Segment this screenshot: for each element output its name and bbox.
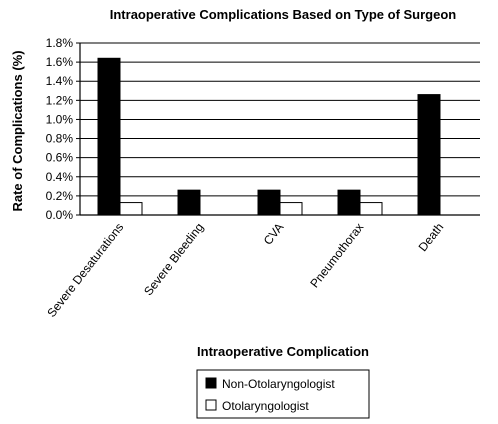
legend-swatch-otolaryngologist xyxy=(205,399,217,411)
y-tick-label: 0.2% xyxy=(46,189,74,203)
bars xyxy=(97,57,441,216)
x-category-labels: Severe Desaturations Severe Bleeding CVA Pn… xyxy=(44,220,446,320)
y-tick-label: 0.4% xyxy=(46,170,74,184)
bar-otolaryngologist xyxy=(279,202,303,216)
x-category-label: CVA xyxy=(261,220,287,247)
y-tick-label: 1.4% xyxy=(46,74,74,88)
legend-label-otolaryngologist: Otolaryngologist xyxy=(222,399,309,413)
x-category-label: Severe Bleeding xyxy=(141,220,206,298)
y-tick-label: 1.0% xyxy=(46,112,74,126)
chart-title: Intraoperative Complications Based on Ty… xyxy=(110,7,457,22)
bar-non-otolaryngologist xyxy=(97,57,121,216)
bar-otolaryngologist xyxy=(119,202,143,216)
legend-box xyxy=(196,369,370,419)
legend-label-non-otolaryngologist: Non-Otolaryngologist xyxy=(222,377,335,391)
x-category-label: Pneumothorax xyxy=(307,220,366,290)
bar-non-otolaryngologist xyxy=(417,94,441,216)
y-tick-label: 0.0% xyxy=(46,208,74,222)
y-tick-label: 1.6% xyxy=(46,55,74,69)
y-tick-label: 0.6% xyxy=(46,151,74,165)
x-category-label: Severe Desaturations xyxy=(44,220,126,320)
y-tick-labels: 0.0% 0.2% 0.4% 0.6% 0.8% 1.0% 1.2% 1.4% 1.6% 1.8% xyxy=(46,36,74,222)
bar-otolaryngologist xyxy=(359,202,383,216)
axes xyxy=(79,43,480,216)
legend-swatch-non-otolaryngologist xyxy=(205,377,217,389)
bar-non-otolaryngologist xyxy=(337,189,361,216)
y-axis-label: Rate of Complications (%) xyxy=(10,50,25,211)
y-tick-label: 1.2% xyxy=(46,93,74,107)
y-tick-label: 0.8% xyxy=(46,132,74,146)
gridlines xyxy=(76,42,480,216)
x-axis-label: Intraoperative Complication xyxy=(197,344,369,359)
legend: Non-Otolaryngologist Otolaryngologist xyxy=(196,369,370,419)
bar-non-otolaryngologist xyxy=(257,189,281,216)
y-tick-label: 1.8% xyxy=(46,36,74,50)
bar-non-otolaryngologist xyxy=(177,189,201,216)
x-category-label: Death xyxy=(416,220,447,254)
